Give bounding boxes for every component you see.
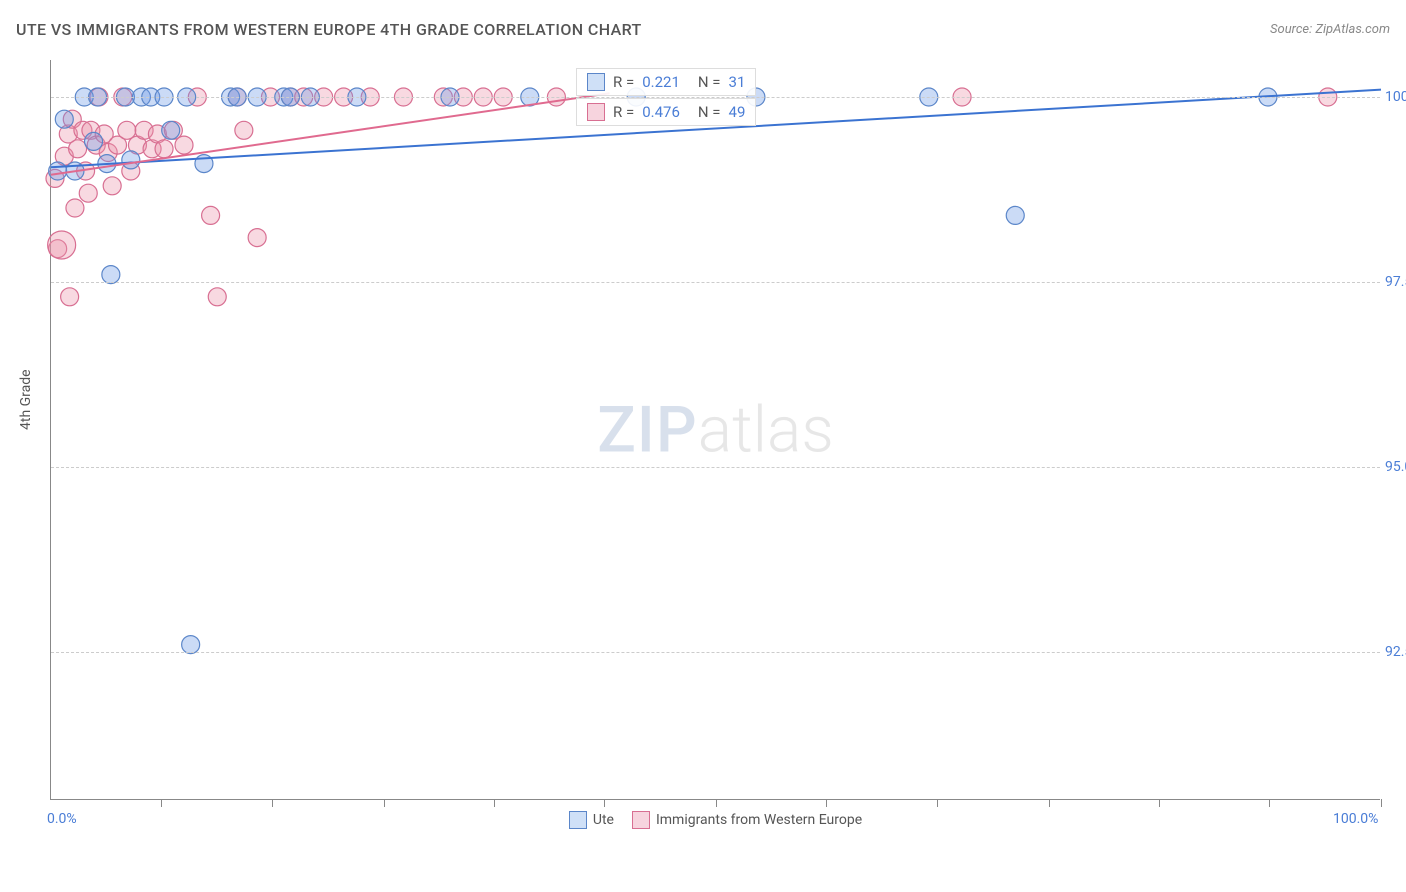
legend-swatch-ute bbox=[569, 811, 587, 829]
plot-area: ZIPatlas Ute Immigrants from Western Eur… bbox=[50, 60, 1380, 800]
data-point bbox=[79, 184, 97, 202]
x-tick bbox=[826, 799, 827, 807]
x-tick bbox=[604, 799, 605, 807]
y-axis-title: 4th Grade bbox=[18, 369, 34, 430]
gridline-h bbox=[51, 652, 1380, 653]
data-point bbox=[103, 177, 121, 195]
stats-r-label: R = bbox=[613, 103, 634, 121]
y-tick-label: 95.0% bbox=[1385, 459, 1406, 475]
x-tick bbox=[1049, 799, 1050, 807]
stats-n-label: N = bbox=[698, 73, 721, 91]
data-point bbox=[155, 140, 173, 158]
x-tick bbox=[1269, 799, 1270, 807]
x-tick bbox=[937, 799, 938, 807]
stats-box-ute: R = 0.221 N = 31 bbox=[576, 68, 756, 96]
stats-r-label: R = bbox=[613, 73, 634, 91]
legend-bottom: Ute Immigrants from Western Europe bbox=[51, 811, 1380, 829]
data-point bbox=[175, 136, 193, 154]
data-point bbox=[49, 162, 67, 180]
x-tick bbox=[1159, 799, 1160, 807]
x-tick bbox=[384, 799, 385, 807]
data-point bbox=[208, 288, 226, 306]
data-point bbox=[235, 121, 253, 139]
y-tick-label: 100.0% bbox=[1385, 89, 1406, 105]
data-point bbox=[66, 199, 84, 217]
data-point bbox=[122, 151, 140, 169]
stats-box-immigrants: R = 0.476 N = 49 bbox=[576, 98, 756, 126]
gridline-h bbox=[51, 282, 1380, 283]
y-tick-label: 97.5% bbox=[1385, 274, 1406, 290]
source-value: ZipAtlas.com bbox=[1315, 22, 1390, 37]
scatter-svg bbox=[51, 60, 1380, 799]
x-tick bbox=[494, 799, 495, 807]
stats-n-value: 31 bbox=[729, 73, 746, 91]
legend-item-ute: Ute bbox=[569, 811, 614, 829]
data-point bbox=[102, 266, 120, 284]
data-point bbox=[202, 206, 220, 224]
stats-n-label: N = bbox=[698, 103, 721, 121]
legend-label-immigrants: Immigrants from Western Europe bbox=[656, 812, 862, 828]
chart-title: UTE VS IMMIGRANTS FROM WESTERN EUROPE 4T… bbox=[16, 20, 642, 39]
source-credit: Source: ZipAtlas.com bbox=[1270, 22, 1390, 37]
stats-swatch bbox=[587, 73, 605, 91]
x-tick bbox=[1381, 799, 1382, 807]
gridline-h bbox=[51, 467, 1380, 468]
source-label: Source: bbox=[1270, 22, 1312, 37]
x-tick bbox=[161, 799, 162, 807]
data-point bbox=[248, 229, 266, 247]
data-point bbox=[55, 110, 73, 128]
data-point bbox=[182, 636, 200, 654]
data-point bbox=[85, 132, 103, 150]
x-tick-label: 0.0% bbox=[47, 811, 77, 827]
legend-item-immigrants: Immigrants from Western Europe bbox=[632, 811, 862, 829]
stats-n-value: 49 bbox=[729, 103, 746, 121]
y-tick-label: 92.5% bbox=[1385, 644, 1406, 660]
data-point bbox=[162, 121, 180, 139]
data-point bbox=[1006, 206, 1024, 224]
x-tick bbox=[272, 799, 273, 807]
stats-r-value: 0.221 bbox=[642, 73, 680, 91]
x-tick bbox=[716, 799, 717, 807]
data-point bbox=[61, 288, 79, 306]
stats-r-value: 0.476 bbox=[642, 103, 680, 121]
title-bar: UTE VS IMMIGRANTS FROM WESTERN EUROPE 4T… bbox=[16, 20, 1390, 39]
x-tick-label: 100.0% bbox=[1333, 811, 1378, 827]
legend-label-ute: Ute bbox=[593, 812, 614, 828]
data-point bbox=[69, 140, 87, 158]
data-point bbox=[48, 231, 76, 259]
legend-swatch-immigrants bbox=[632, 811, 650, 829]
stats-swatch bbox=[587, 103, 605, 121]
